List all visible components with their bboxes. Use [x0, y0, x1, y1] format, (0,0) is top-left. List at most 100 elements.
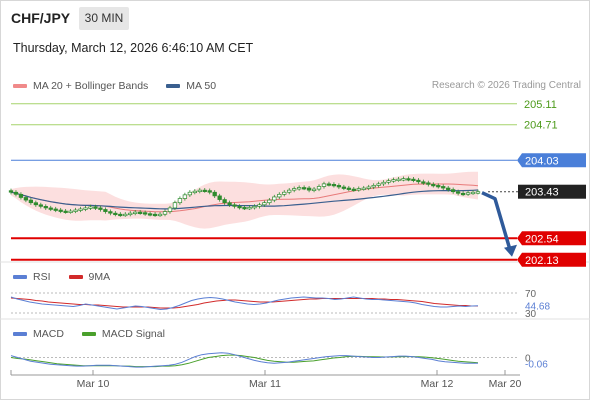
candle — [78, 208, 83, 211]
candle — [192, 190, 197, 194]
candle — [227, 202, 232, 206]
candle — [396, 178, 401, 181]
candle — [73, 209, 78, 212]
candle — [252, 206, 257, 209]
candle — [326, 183, 332, 186]
support-level-label: 202.54 — [525, 233, 559, 245]
candle — [88, 206, 93, 209]
macd-value-label: -0.06 — [525, 359, 548, 370]
candle — [8, 190, 14, 193]
candle — [58, 209, 63, 212]
rsi-line — [10, 296, 479, 311]
ma50-legend-swatch — [166, 84, 181, 88]
candle — [68, 210, 73, 213]
candle — [336, 185, 342, 188]
projection-arrow — [481, 191, 512, 251]
candle — [197, 189, 202, 192]
candle — [93, 206, 98, 209]
macd-zero-label: 0 — [525, 354, 531, 365]
candle — [187, 191, 193, 196]
candle — [361, 187, 366, 190]
candle — [162, 211, 168, 215]
support-level-badge — [517, 252, 586, 267]
timestamp: Thursday, March 12, 2026 6:46:10 AM CET — [13, 41, 254, 55]
candle — [436, 185, 441, 188]
candle — [460, 192, 466, 196]
candle — [138, 211, 143, 214]
resistance-level-label: 205.11 — [524, 99, 557, 111]
candle — [376, 183, 381, 186]
bollinger-band — [11, 171, 478, 229]
candle — [207, 190, 212, 193]
candle — [316, 186, 322, 190]
symbol-title: CHF/JPY — [11, 10, 71, 26]
candle — [202, 189, 207, 192]
candle — [33, 202, 38, 206]
candle — [451, 189, 456, 193]
candle — [43, 206, 48, 209]
candle — [267, 199, 272, 204]
candle — [296, 187, 302, 190]
candle — [177, 198, 183, 204]
rsi-legend-swatch — [13, 275, 27, 279]
candle — [262, 202, 267, 206]
current-price-badge — [518, 184, 586, 199]
candle — [157, 213, 163, 217]
candle — [142, 212, 148, 215]
candle — [406, 178, 411, 181]
candle — [28, 199, 34, 204]
candle — [321, 183, 327, 187]
bb-legend-label: MA 20 + Bollinger Bands — [33, 80, 149, 92]
candle — [128, 212, 133, 216]
macd-legend-label: MACD — [33, 328, 64, 340]
candle — [411, 178, 416, 181]
candle — [455, 191, 461, 194]
candle — [242, 207, 247, 210]
ma50-legend-label: MA 50 — [186, 80, 217, 92]
candle — [401, 178, 406, 181]
candle — [133, 211, 138, 214]
candle — [217, 195, 222, 200]
candle — [38, 204, 43, 207]
support-level-badge — [517, 231, 586, 246]
rsi-30-label: 30 — [525, 309, 537, 320]
candle — [416, 179, 421, 183]
candle — [356, 188, 361, 191]
candle — [108, 211, 113, 214]
credit-text: Research © 2026 Trading Central — [431, 80, 581, 91]
candle — [292, 188, 297, 191]
candle — [257, 204, 262, 207]
rsi-ma-legend-swatch — [68, 275, 83, 279]
candle — [232, 204, 237, 207]
candle — [277, 193, 282, 198]
projection-arrow-head — [504, 244, 517, 257]
candle — [441, 186, 446, 189]
x-tick-label: Mar 20 — [489, 378, 522, 390]
candle — [48, 207, 53, 210]
candle — [23, 197, 29, 201]
candle — [470, 191, 476, 195]
candle — [282, 191, 287, 195]
candle — [272, 196, 277, 201]
candle — [446, 187, 451, 190]
signal-legend-swatch — [81, 332, 96, 336]
candle — [331, 184, 337, 187]
timeframe-button[interactable]: 30 MIN — [79, 7, 129, 30]
candle — [287, 189, 292, 193]
x-tick-label: Mar 10 — [77, 378, 110, 390]
candle — [98, 207, 103, 210]
support-level-label: 202.13 — [525, 255, 559, 267]
candle — [172, 202, 178, 209]
pivot-level-badge — [517, 153, 586, 168]
candle — [311, 188, 317, 191]
candle — [222, 199, 227, 204]
candle — [83, 207, 88, 210]
candle — [346, 187, 351, 190]
macd-signal-line — [10, 354, 479, 368]
candle — [63, 210, 68, 213]
rsi-value-label: 44.68 — [525, 302, 550, 313]
candle — [371, 185, 376, 188]
rsi-ma-legend-label: 9MA — [88, 271, 111, 283]
rsi-70-label: 70 — [525, 289, 537, 300]
